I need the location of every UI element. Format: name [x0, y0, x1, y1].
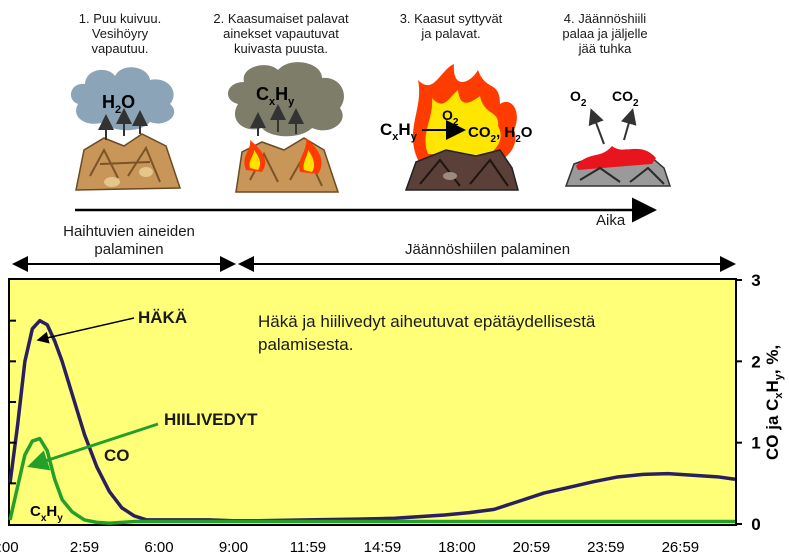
steam-cloud-icon — [70, 67, 175, 131]
time-axis-label: Aika — [596, 212, 626, 229]
glowing-char-icon — [564, 146, 672, 187]
phase-volatile-label: Haihtuvien aineiden palaminen — [63, 223, 195, 258]
y-tick-label: 2 — [751, 352, 760, 371]
phase-char-label: Jäännöshiilen palaminen — [404, 241, 571, 258]
x-tick-label: 14:59 — [364, 539, 402, 556]
hc-callout-label: HIILIVEDYT — [164, 410, 258, 429]
x-tick-label: 0:00 — [0, 539, 19, 556]
cxhy-curve-label: CxHy — [30, 503, 63, 524]
x-tick-label: 2:59 — [70, 539, 99, 556]
x-tick-label: 18:00 — [438, 539, 476, 556]
co2-formula-4: CO2 — [612, 88, 639, 109]
y-tick-label: 3 — [751, 271, 760, 290]
process-illustration: H2O CxHy CxHy O2 CO2, H2O O2 CO2 — [70, 62, 672, 223]
wood-pile-1-icon — [75, 133, 182, 191]
small-flames-icon — [244, 138, 322, 174]
x-tick-label: 6:00 — [144, 539, 173, 556]
y-axis-label: CO ja CxHy, %, — [763, 345, 785, 460]
x-tick-label: 11:59 — [290, 539, 326, 556]
co-callout-arrow — [36, 317, 135, 344]
co-callout-label: HÄKÄ — [138, 308, 188, 327]
x-tick-label: 20:59 — [513, 539, 551, 556]
co-curve-label: CO — [104, 446, 130, 465]
y-tick-label: 1 — [751, 434, 760, 453]
series-line-cxhy — [8, 436, 735, 525]
chart-annotation: Häkä ja hiilivedyt aiheutuvat epätäydell… — [258, 312, 596, 354]
phase-span-arrows — [12, 256, 736, 272]
step2-caption: 2. Kaasumaiset palavat ainekset vapautuv… — [213, 11, 349, 56]
cxhy-formula-3: CxHy — [380, 120, 418, 143]
charcoal-pile-icon — [404, 149, 519, 191]
x-tick-label: 23:59 — [587, 539, 625, 556]
y-tick-label: 0 — [751, 515, 760, 534]
x-tick-label: 9:00 — [219, 539, 248, 556]
hc-callout-arrow — [27, 422, 159, 471]
step4-caption: 4. Jäännöshiili palaa ja jäljelle jää tu… — [562, 11, 648, 56]
step1-caption: 1. Puu kuivuu. Vesihöyry vapautuu. — [78, 11, 162, 56]
x-tick-label: 26:59 — [662, 539, 700, 556]
step3-caption: 3. Kaasut syttyvät ja palavat. — [399, 11, 503, 41]
